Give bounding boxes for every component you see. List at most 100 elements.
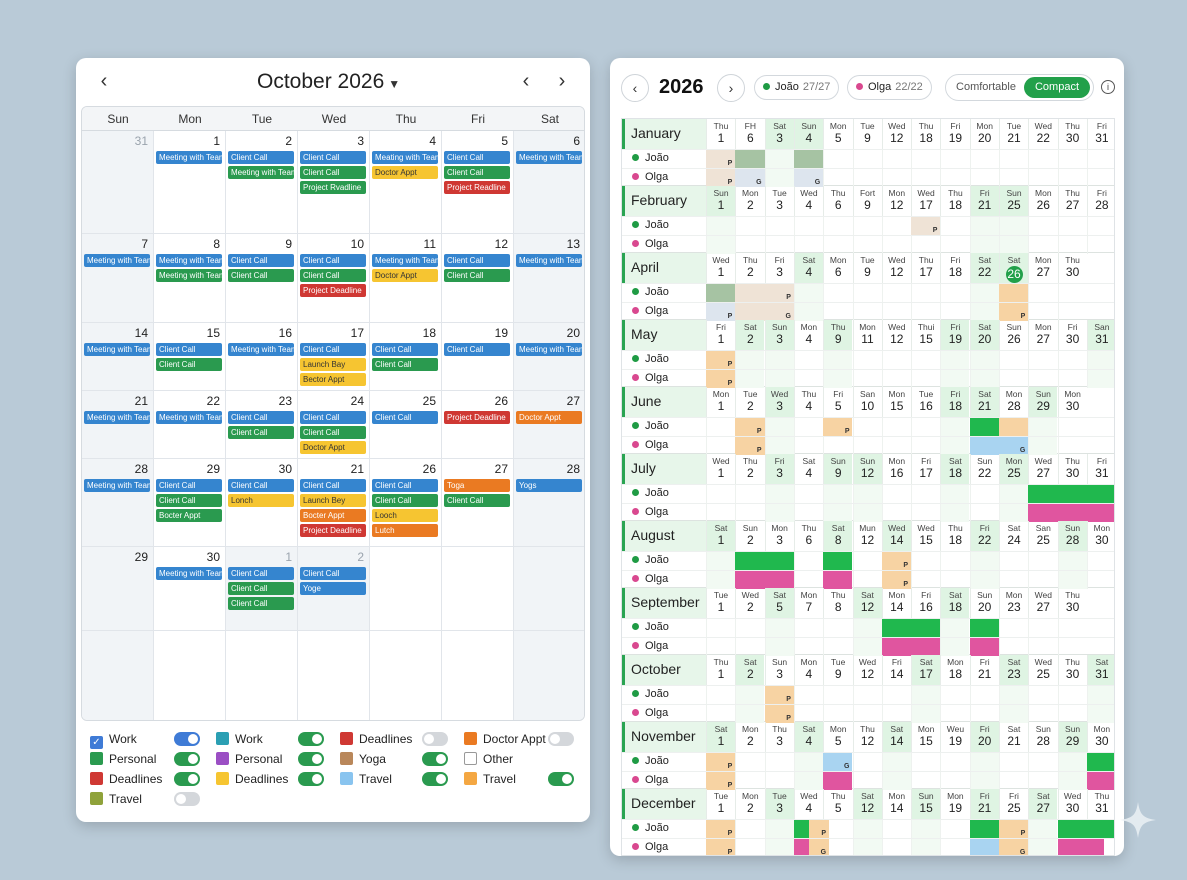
- day-slot[interactable]: [793, 638, 823, 656]
- day-cell[interactable]: 22 Meeting with Team: [154, 391, 226, 459]
- day-slot[interactable]: [1057, 638, 1087, 656]
- day-header[interactable]: Thu 2: [735, 253, 764, 283]
- day-header[interactable]: Wed 12: [881, 320, 911, 350]
- day-header[interactable]: Thu 18: [911, 119, 940, 149]
- day-cell[interactable]: [226, 631, 298, 720]
- day-header[interactable]: Mon 27: [1028, 253, 1057, 283]
- day-slot[interactable]: [764, 839, 794, 855]
- day-slot[interactable]: [1028, 303, 1057, 321]
- day-slot[interactable]: [969, 236, 999, 254]
- day-header[interactable]: Wed 2: [735, 588, 764, 618]
- legend-toggle[interactable]: [422, 752, 448, 766]
- day-cell[interactable]: 19 Client Call: [442, 323, 514, 391]
- day-slot[interactable]: [969, 217, 999, 235]
- day-cell[interactable]: 25 Client Call: [370, 391, 442, 459]
- day-slot[interactable]: [940, 150, 969, 168]
- day-slot[interactable]: [940, 839, 969, 855]
- legend-item[interactable]: ✓ Work: [90, 732, 137, 749]
- legend-toggle[interactable]: [422, 772, 448, 786]
- day-header[interactable]: Thu 30: [1057, 454, 1087, 484]
- day-slot[interactable]: [881, 820, 911, 838]
- day-header[interactable]: Sat 4: [793, 454, 823, 484]
- day-slot[interactable]: [911, 772, 940, 790]
- booking-bar[interactable]: [969, 820, 999, 838]
- day-cell[interactable]: 15 Client Call Client Cail: [154, 323, 226, 391]
- day-header[interactable]: Wed 12: [881, 119, 911, 149]
- event-chip[interactable]: Client Call: [228, 567, 294, 580]
- day-slot[interactable]: [881, 236, 911, 254]
- day-slot[interactable]: [1028, 753, 1057, 771]
- day-slot[interactable]: [735, 485, 764, 503]
- day-header[interactable]: Sun 15: [911, 789, 941, 819]
- day-header[interactable]: Sun 20: [969, 588, 999, 618]
- day-slot[interactable]: [940, 820, 969, 838]
- day-slot[interactable]: [764, 437, 794, 455]
- event-chip[interactable]: Meeting with Team: [228, 166, 294, 179]
- booking-bar[interactable]: P: [706, 820, 736, 838]
- day-slot[interactable]: [940, 485, 970, 503]
- day-slot[interactable]: [881, 169, 911, 187]
- day-slot[interactable]: [1028, 772, 1057, 790]
- booking-bar[interactable]: [1057, 820, 1114, 838]
- booking-bar[interactable]: [735, 571, 794, 589]
- day-slot[interactable]: [823, 169, 852, 187]
- day-slot[interactable]: [881, 284, 911, 302]
- day-slot[interactable]: [823, 351, 853, 369]
- day-header[interactable]: Sat 1: [706, 722, 735, 752]
- day-slot[interactable]: [764, 169, 794, 187]
- legend-item[interactable]: Travel: [340, 772, 392, 788]
- day-slot[interactable]: [793, 571, 823, 589]
- day-slot[interactable]: [999, 169, 1028, 187]
- event-chip[interactable]: Client Call: [300, 151, 366, 164]
- legend-toggle[interactable]: [422, 732, 448, 746]
- legend-item[interactable]: Deadlines: [90, 772, 162, 788]
- event-chip[interactable]: Meeting with Team: [228, 343, 294, 356]
- day-slot[interactable]: [1057, 150, 1087, 168]
- day-slot[interactable]: [940, 753, 969, 771]
- day-header[interactable]: San 31: [1086, 320, 1114, 350]
- day-header[interactable]: Mon 15: [881, 387, 911, 417]
- day-header[interactable]: Mon 16: [881, 454, 911, 484]
- day-header[interactable]: Mon 23: [999, 588, 1028, 618]
- day-header[interactable]: Thu 1: [706, 119, 735, 149]
- day-slot[interactable]: [1057, 686, 1087, 704]
- day-header[interactable]: Sat 21: [969, 387, 999, 417]
- day-slot[interactable]: [764, 504, 794, 522]
- day-slot[interactable]: [1057, 705, 1087, 723]
- day-header[interactable]: FH 6: [735, 119, 764, 149]
- day-header[interactable]: Fri 16: [911, 588, 940, 618]
- day-slot[interactable]: [1057, 772, 1087, 790]
- day-slot[interactable]: [793, 217, 823, 235]
- day-slot[interactable]: [999, 638, 1028, 656]
- prev-month-arrow-icon[interactable]: ‹: [100, 70, 108, 92]
- day-slot[interactable]: [852, 169, 882, 187]
- day-cell[interactable]: 7 Meeting with Team: [82, 234, 154, 323]
- day-header[interactable]: Sat 18: [940, 454, 970, 484]
- booking-bar[interactable]: [823, 772, 853, 790]
- event-chip[interactable]: Project Deadline: [300, 284, 366, 297]
- day-header[interactable]: Wed 27: [1028, 454, 1057, 484]
- day-header[interactable]: Thu 4: [793, 387, 823, 417]
- event-chip[interactable]: Meeting with Team: [156, 411, 222, 424]
- day-slot[interactable]: [764, 638, 794, 656]
- day-slot[interactable]: [793, 753, 823, 771]
- day-slot[interactable]: [1028, 686, 1057, 704]
- day-slot[interactable]: [823, 217, 852, 235]
- day-header[interactable]: Thu 8: [823, 588, 852, 618]
- day-slot[interactable]: [706, 217, 735, 235]
- day-cell[interactable]: 31: [82, 131, 154, 234]
- day-slot[interactable]: [852, 638, 882, 656]
- day-cell[interactable]: 21 Meeting with Team: [82, 391, 154, 459]
- day-header[interactable]: Fri 3: [764, 454, 794, 484]
- day-cell[interactable]: 20 Meeting with Team: [514, 323, 584, 391]
- day-header[interactable]: Mon 3: [764, 521, 794, 551]
- day-slot[interactable]: [793, 485, 823, 503]
- event-chip[interactable]: Yoge: [300, 582, 366, 595]
- event-chip[interactable]: Client Call: [228, 597, 294, 610]
- day-header[interactable]: Wed 12: [881, 253, 911, 283]
- day-header[interactable]: Sat 1: [706, 521, 735, 551]
- day-slot[interactable]: [940, 169, 969, 187]
- day-slot[interactable]: [940, 638, 970, 656]
- day-cell[interactable]: 9 Client Call Client Call: [226, 234, 298, 323]
- booking-bar[interactable]: P: [706, 772, 736, 790]
